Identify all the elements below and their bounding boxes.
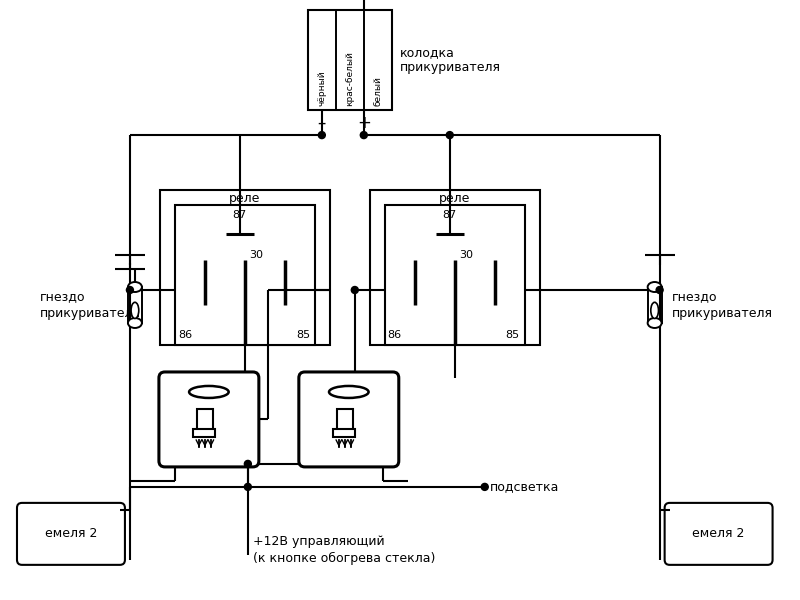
Circle shape: [360, 131, 367, 139]
Bar: [175, 205, 315, 345]
FancyBboxPatch shape: [299, 372, 398, 467]
Bar: [337, 409, 353, 431]
Text: колодка
прикуривателя: колодка прикуривателя: [400, 46, 501, 74]
Text: 86: 86: [178, 330, 192, 340]
Ellipse shape: [189, 386, 229, 398]
FancyBboxPatch shape: [17, 503, 125, 565]
Text: гнездо
прикуривателя: гнездо прикуривателя: [40, 290, 141, 320]
Circle shape: [351, 287, 358, 293]
Circle shape: [446, 131, 454, 139]
Circle shape: [656, 287, 663, 293]
Ellipse shape: [329, 386, 369, 398]
Text: +: +: [357, 114, 370, 132]
Bar: [160, 190, 330, 345]
Circle shape: [318, 131, 326, 139]
FancyBboxPatch shape: [159, 372, 259, 467]
Text: подсветка: подсветка: [490, 481, 559, 493]
Text: 86: 86: [388, 330, 402, 340]
Ellipse shape: [648, 318, 662, 328]
Text: 30: 30: [458, 250, 473, 260]
Text: 85: 85: [296, 330, 310, 340]
Text: гнездо
прикуривателя: гнездо прикуривателя: [672, 290, 773, 320]
Circle shape: [244, 484, 251, 490]
Text: реле: реле: [229, 191, 261, 205]
Ellipse shape: [131, 302, 138, 319]
Text: 87: 87: [233, 210, 247, 220]
Text: 85: 85: [506, 330, 520, 340]
Text: емеля 2: емеля 2: [693, 527, 745, 541]
Text: 30: 30: [249, 250, 263, 260]
Bar: [128, 287, 142, 323]
Text: +12В управляющий
(к кнопке обогрева стекла): +12В управляющий (к кнопке обогрева стек…: [253, 535, 435, 565]
Bar: [333, 429, 355, 437]
Text: –: –: [318, 114, 326, 132]
Bar: [385, 205, 525, 345]
Bar: [197, 409, 213, 431]
Circle shape: [244, 460, 251, 467]
Bar: [648, 287, 662, 323]
Text: крас-белый: крас-белый: [346, 51, 354, 106]
Bar: [370, 190, 540, 345]
Ellipse shape: [128, 318, 142, 328]
Bar: [308, 10, 392, 110]
Text: 87: 87: [442, 210, 457, 220]
Text: чёрный: чёрный: [318, 70, 326, 106]
Text: реле: реле: [439, 191, 470, 205]
FancyBboxPatch shape: [665, 503, 773, 565]
Ellipse shape: [128, 282, 142, 292]
Text: белый: белый: [374, 76, 382, 106]
Text: емеля 2: емеля 2: [45, 527, 97, 541]
Circle shape: [482, 484, 488, 490]
Ellipse shape: [648, 282, 662, 292]
Ellipse shape: [650, 302, 658, 319]
Bar: [193, 429, 215, 437]
Circle shape: [126, 287, 134, 293]
